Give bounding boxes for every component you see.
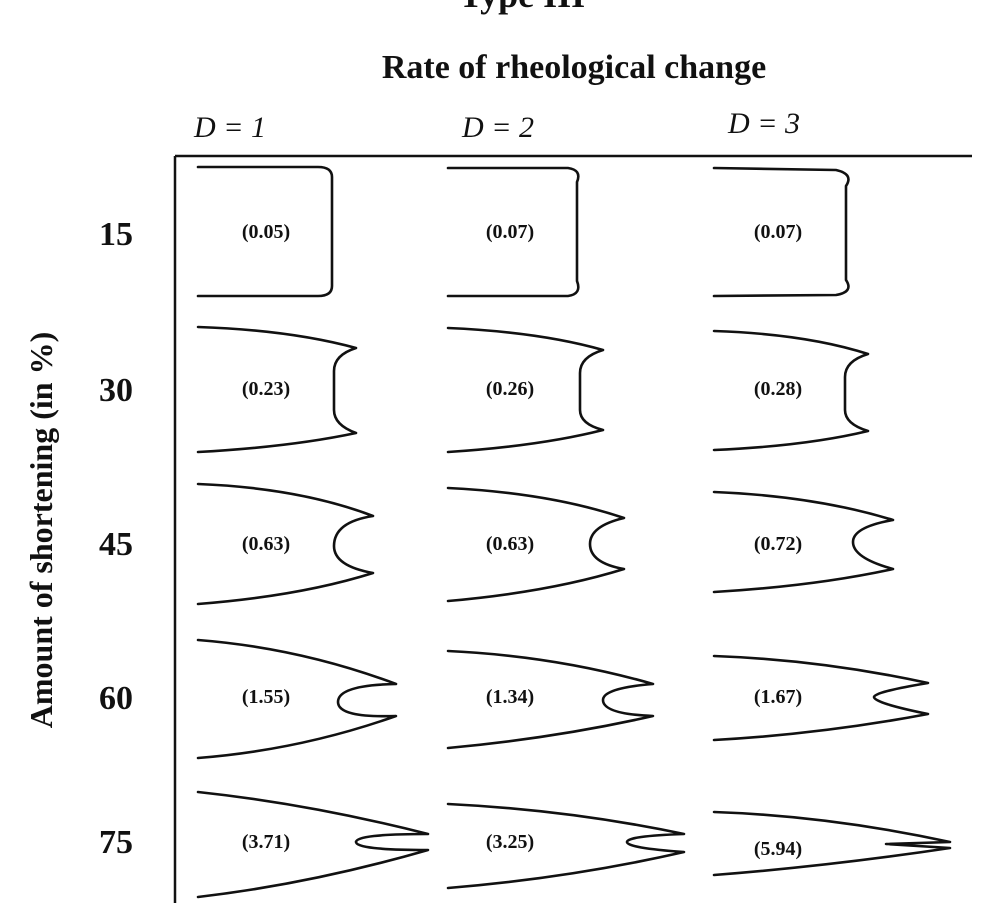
cell-value-30-d2: (0.26) [486, 378, 534, 400]
cell-value-60-d2: (1.34) [486, 686, 534, 708]
fold-shape-30-d1 [196, 325, 358, 454]
fold-shape-15-d3 [712, 166, 850, 298]
row-label-15: 15 [99, 216, 133, 253]
cell-value-30-d3: (0.28) [754, 378, 802, 400]
fold-shape-15-d2 [446, 166, 580, 298]
column-label-d3: D = 3 [727, 107, 800, 140]
figure-title: Type III [459, 0, 585, 15]
cell-value-75-d3: (5.94) [754, 838, 802, 860]
cell-value-15-d2: (0.07) [486, 221, 534, 243]
cell-value-45-d1: (0.63) [242, 533, 290, 555]
fold-shape-60-d3 [712, 654, 930, 742]
fold-shape-75-d2 [446, 802, 686, 890]
cell-value-75-d1: (3.71) [242, 831, 290, 853]
fold-shape-75-d1 [196, 790, 430, 899]
column-label-d1: D = 1 [193, 111, 266, 144]
fold-shape-15-d1 [196, 165, 334, 298]
cell-value-30-d1: (0.23) [242, 378, 290, 400]
fold-shape-30-d2 [446, 326, 605, 454]
row-label-60: 60 [99, 680, 133, 717]
fold-shape-60-d2 [446, 649, 655, 750]
column-heading: Rate of rheological change [382, 49, 766, 86]
row-label-45: 45 [99, 526, 133, 563]
row-label-75: 75 [99, 824, 133, 861]
cell-value-15-d1: (0.05) [242, 221, 290, 243]
fold-shape-45-d1 [196, 482, 375, 606]
y-axis-title: Amount of shortening (in %) [23, 332, 59, 728]
column-label-d2: D = 2 [461, 111, 534, 144]
fold-shape-30-d3 [712, 329, 870, 452]
fold-shape-45-d2 [446, 486, 626, 603]
cell-value-15-d3: (0.07) [754, 221, 802, 243]
fold-shape-60-d1 [196, 638, 398, 760]
cell-value-60-d3: (1.67) [754, 686, 802, 708]
fold-shape-75-d3 [712, 810, 952, 877]
cell-value-45-d3: (0.72) [754, 533, 802, 555]
cell-value-45-d2: (0.63) [486, 533, 534, 555]
row-label-30: 30 [99, 372, 133, 409]
fold-shape-45-d3 [712, 490, 895, 594]
cell-value-75-d2: (3.25) [486, 831, 534, 853]
cell-value-60-d1: (1.55) [242, 686, 290, 708]
